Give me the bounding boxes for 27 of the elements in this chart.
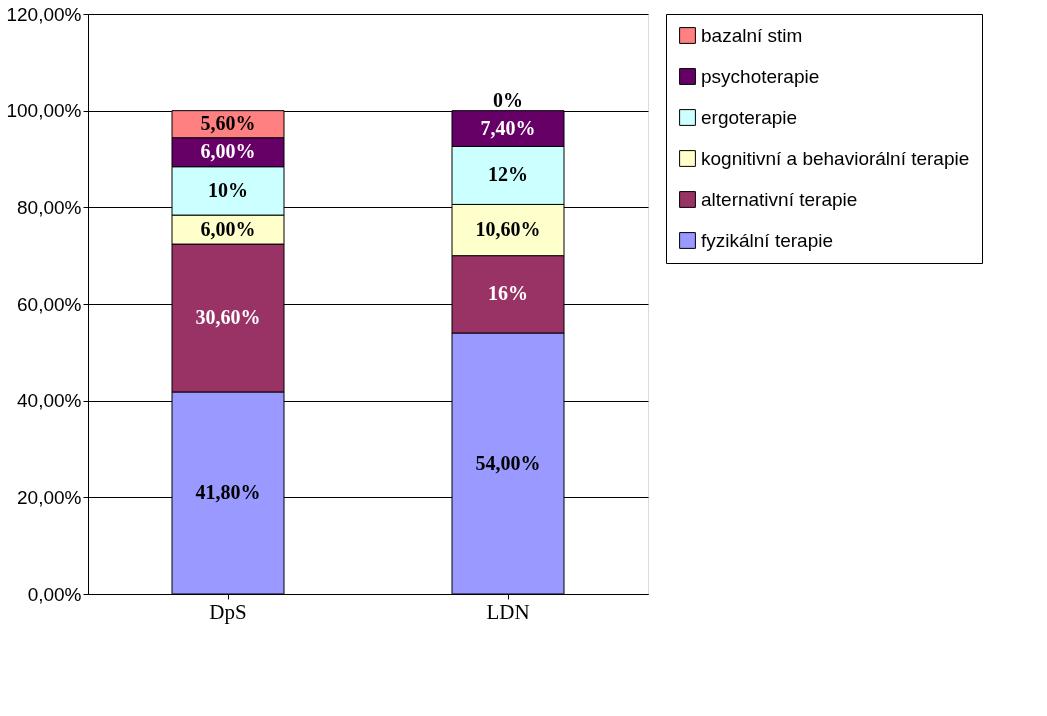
data-label: 54,00%	[475, 451, 541, 474]
data-label: 10,60%	[475, 218, 541, 241]
legend-label: ergoterapie	[701, 106, 798, 128]
legend-label: kognitivní a behaviorální terapie	[701, 147, 970, 169]
data-label: 30,60%	[195, 306, 261, 329]
y-tick-label: 40,00%	[17, 390, 82, 412]
y-tick-label: 60,00%	[17, 293, 82, 315]
data-label: 6,00%	[200, 140, 256, 163]
data-label: 16%	[488, 282, 528, 305]
data-label: 0%	[493, 89, 523, 111]
y-tick-label: 80,00%	[17, 196, 82, 218]
legend-label: fyzikální terapie	[701, 229, 834, 251]
data-label: 7,40%	[480, 116, 536, 139]
y-tick-label: 0,00%	[27, 583, 82, 605]
x-tick-label: DpS	[209, 599, 247, 624]
y-tick-label: 120,00%	[6, 3, 82, 25]
legend-label: alternativní terapie	[701, 188, 858, 210]
data-label: 12%	[488, 163, 528, 186]
data-label: 6,00%	[200, 217, 256, 240]
data-label: 5,60%	[200, 112, 256, 135]
legend-label: bazalní stim	[701, 24, 803, 46]
data-label: 10%	[208, 178, 248, 201]
y-tick-label: 100,00%	[6, 100, 82, 122]
data-label: 41,80%	[195, 480, 261, 503]
legend-label: psychoterapie	[701, 65, 820, 87]
y-tick-label: 20,00%	[17, 486, 82, 508]
x-tick-label: LDN	[486, 599, 530, 624]
